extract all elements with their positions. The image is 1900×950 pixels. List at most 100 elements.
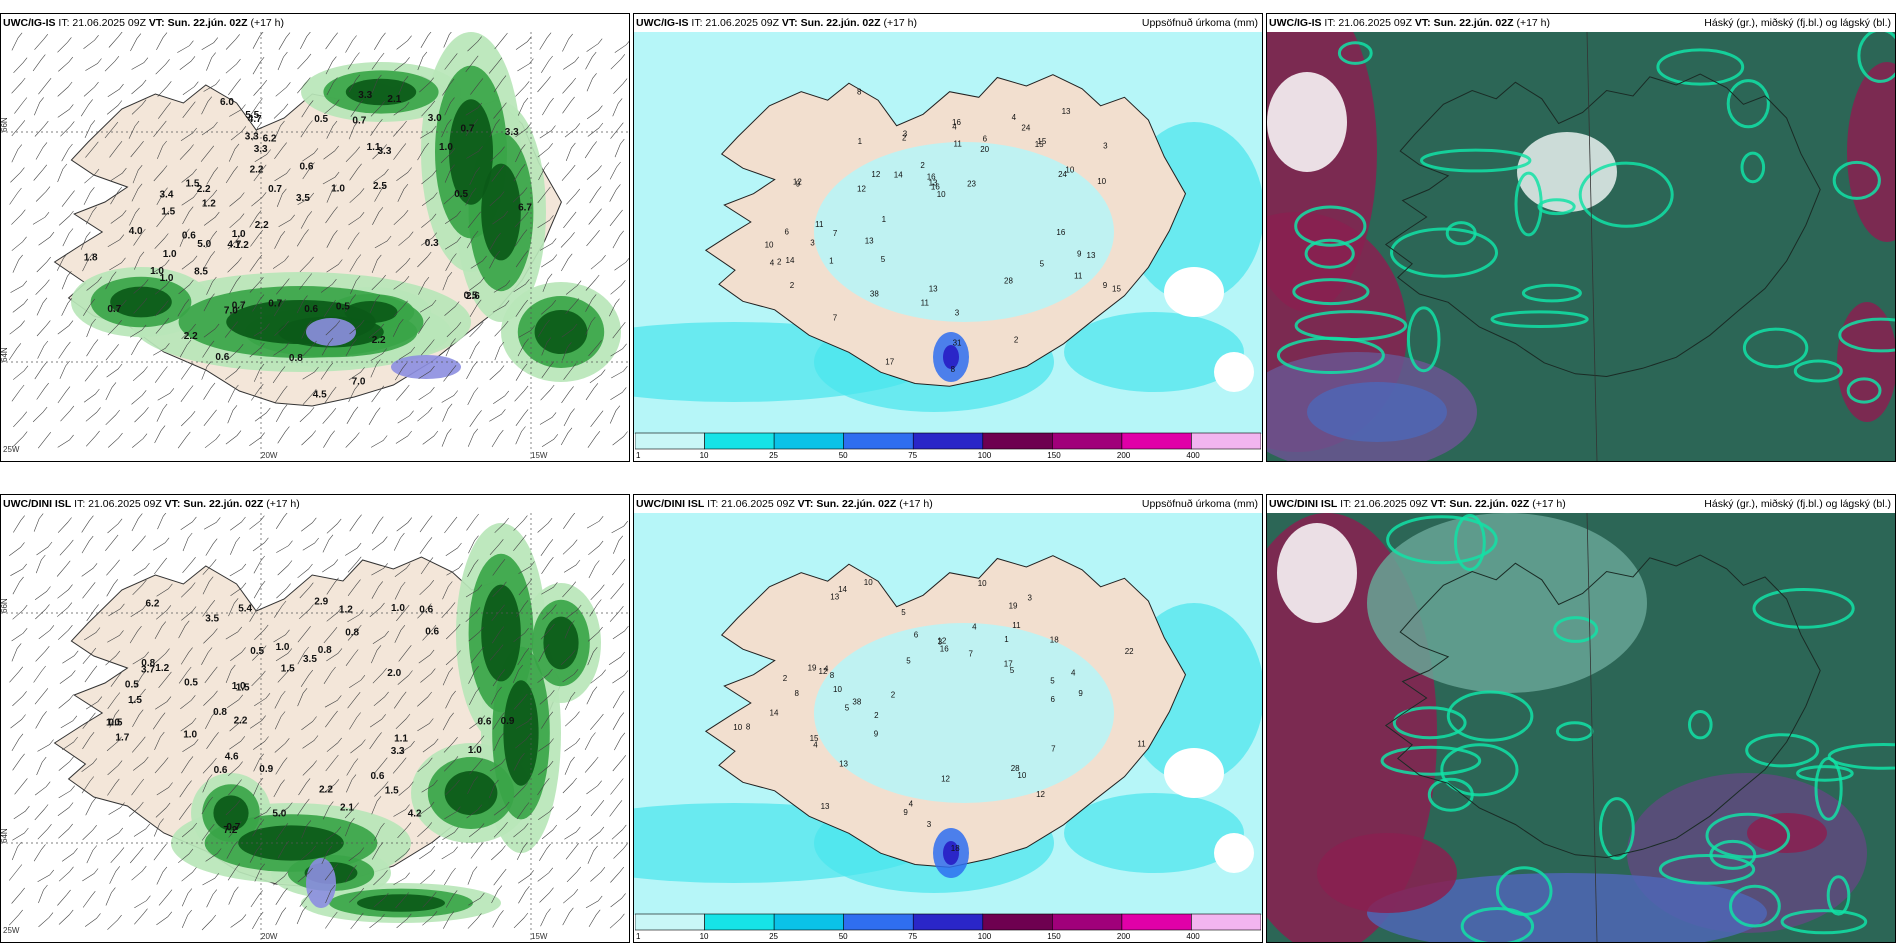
wind-barb <box>228 143 240 162</box>
wind-barb <box>374 184 386 202</box>
wind-barb <box>82 647 97 664</box>
vt-prefix: VT: <box>164 498 181 510</box>
wind-barb <box>57 889 71 906</box>
precip-value-label: 12 <box>871 170 880 179</box>
precip-value-label: 2 <box>920 161 925 170</box>
wind-barb <box>371 536 388 551</box>
wind-barb <box>515 81 530 97</box>
cloud-contour <box>1390 227 1498 278</box>
wind-barb <box>249 845 261 863</box>
wind-barb <box>129 626 142 644</box>
colorbar-tick-label: 200 <box>1117 932 1131 941</box>
wind-barb <box>489 409 506 422</box>
wind-barb <box>393 210 409 226</box>
wind-barb <box>296 295 308 314</box>
wind-barb <box>254 149 271 163</box>
wind-barb <box>513 164 526 182</box>
wind-barb <box>105 534 119 551</box>
cloud-contour <box>1553 616 1599 643</box>
wind-barb <box>133 279 149 294</box>
wind-barb <box>369 914 385 929</box>
colorbar-tick-label: 10 <box>700 451 709 460</box>
wind-barb <box>252 537 269 552</box>
wind-barb <box>275 82 291 97</box>
wind-barb <box>370 101 385 117</box>
wind-barb <box>466 804 483 819</box>
wind-barb <box>541 582 558 595</box>
wind-barb <box>181 822 198 838</box>
precip-value-label: 2 <box>902 134 907 143</box>
wind-barb <box>588 540 604 556</box>
wind-barb <box>129 847 144 864</box>
wind-barb <box>494 320 509 337</box>
wind-barb <box>347 624 362 641</box>
wind-barb <box>60 405 75 422</box>
wind-barb <box>154 425 166 444</box>
wind-barb <box>564 738 581 752</box>
wind-barb <box>131 865 147 881</box>
precip-value-label: 17 <box>1004 659 1013 668</box>
wind-barb <box>350 739 366 754</box>
wind-barb <box>228 779 242 796</box>
wind-barb <box>421 192 438 207</box>
precip-area <box>449 99 493 205</box>
wind-barb <box>590 584 605 601</box>
wind-barb <box>107 630 124 643</box>
wind-barb <box>393 872 410 885</box>
precip-value-label: 3.3 <box>505 127 519 138</box>
wind-barb <box>563 408 575 427</box>
wind-barb <box>157 388 175 401</box>
wind-barb <box>253 736 269 750</box>
wind-barb <box>278 32 291 50</box>
wind-barb <box>417 407 433 422</box>
wind-barb <box>610 54 626 70</box>
precip-value-label: 13 <box>839 759 848 768</box>
wind-barb <box>182 557 196 573</box>
wind-barb <box>345 146 361 163</box>
precip-value-label: 0.7 <box>268 298 282 309</box>
precip-value-label: 1 <box>882 215 887 224</box>
wind-barb <box>181 867 197 882</box>
precip-value-label: 11 <box>815 220 824 229</box>
wind-barb <box>296 906 307 925</box>
cloud-area <box>1277 523 1357 623</box>
wind-barb <box>11 733 24 752</box>
wind-barb <box>611 366 628 379</box>
wind-barb <box>203 251 216 269</box>
precip-value-label: 1.7 <box>115 732 129 743</box>
wind-barb <box>158 102 171 119</box>
wind-barb <box>466 146 483 159</box>
wind-barb <box>419 537 433 554</box>
wind-barb <box>325 885 336 904</box>
precip-area <box>345 78 417 106</box>
wind-barb <box>105 887 116 906</box>
precip-value-label: 11 <box>1074 271 1083 280</box>
wind-barb <box>516 600 529 618</box>
wind-barb <box>566 866 582 883</box>
wind-barb <box>182 532 193 552</box>
wind-barb <box>84 168 100 184</box>
wind-barb <box>297 646 309 665</box>
wind-barb <box>561 164 576 181</box>
wind-barb <box>421 170 437 185</box>
precip-value-label: 0.5 <box>314 114 328 125</box>
wind-barb <box>608 651 625 665</box>
wind-barb <box>131 513 143 532</box>
wind-barb <box>542 97 554 116</box>
precip-max-area <box>391 355 461 379</box>
precip-value-label: 1.8 <box>84 253 98 264</box>
cloud-contour <box>1454 514 1486 571</box>
wind-barb <box>275 648 293 662</box>
wind-barb <box>398 346 416 360</box>
wind-barb <box>84 120 96 139</box>
wind-barb <box>610 280 626 295</box>
wind-barb <box>297 563 313 579</box>
wind-barb <box>131 183 143 202</box>
wind-barb <box>275 385 288 403</box>
wind-barb <box>36 256 51 273</box>
wind-barb <box>516 842 528 861</box>
precip-value-label: 16 <box>927 172 936 181</box>
precip-value-label: 16 <box>931 183 940 192</box>
boundary-line <box>1586 32 1598 461</box>
wind-barb <box>562 777 577 794</box>
